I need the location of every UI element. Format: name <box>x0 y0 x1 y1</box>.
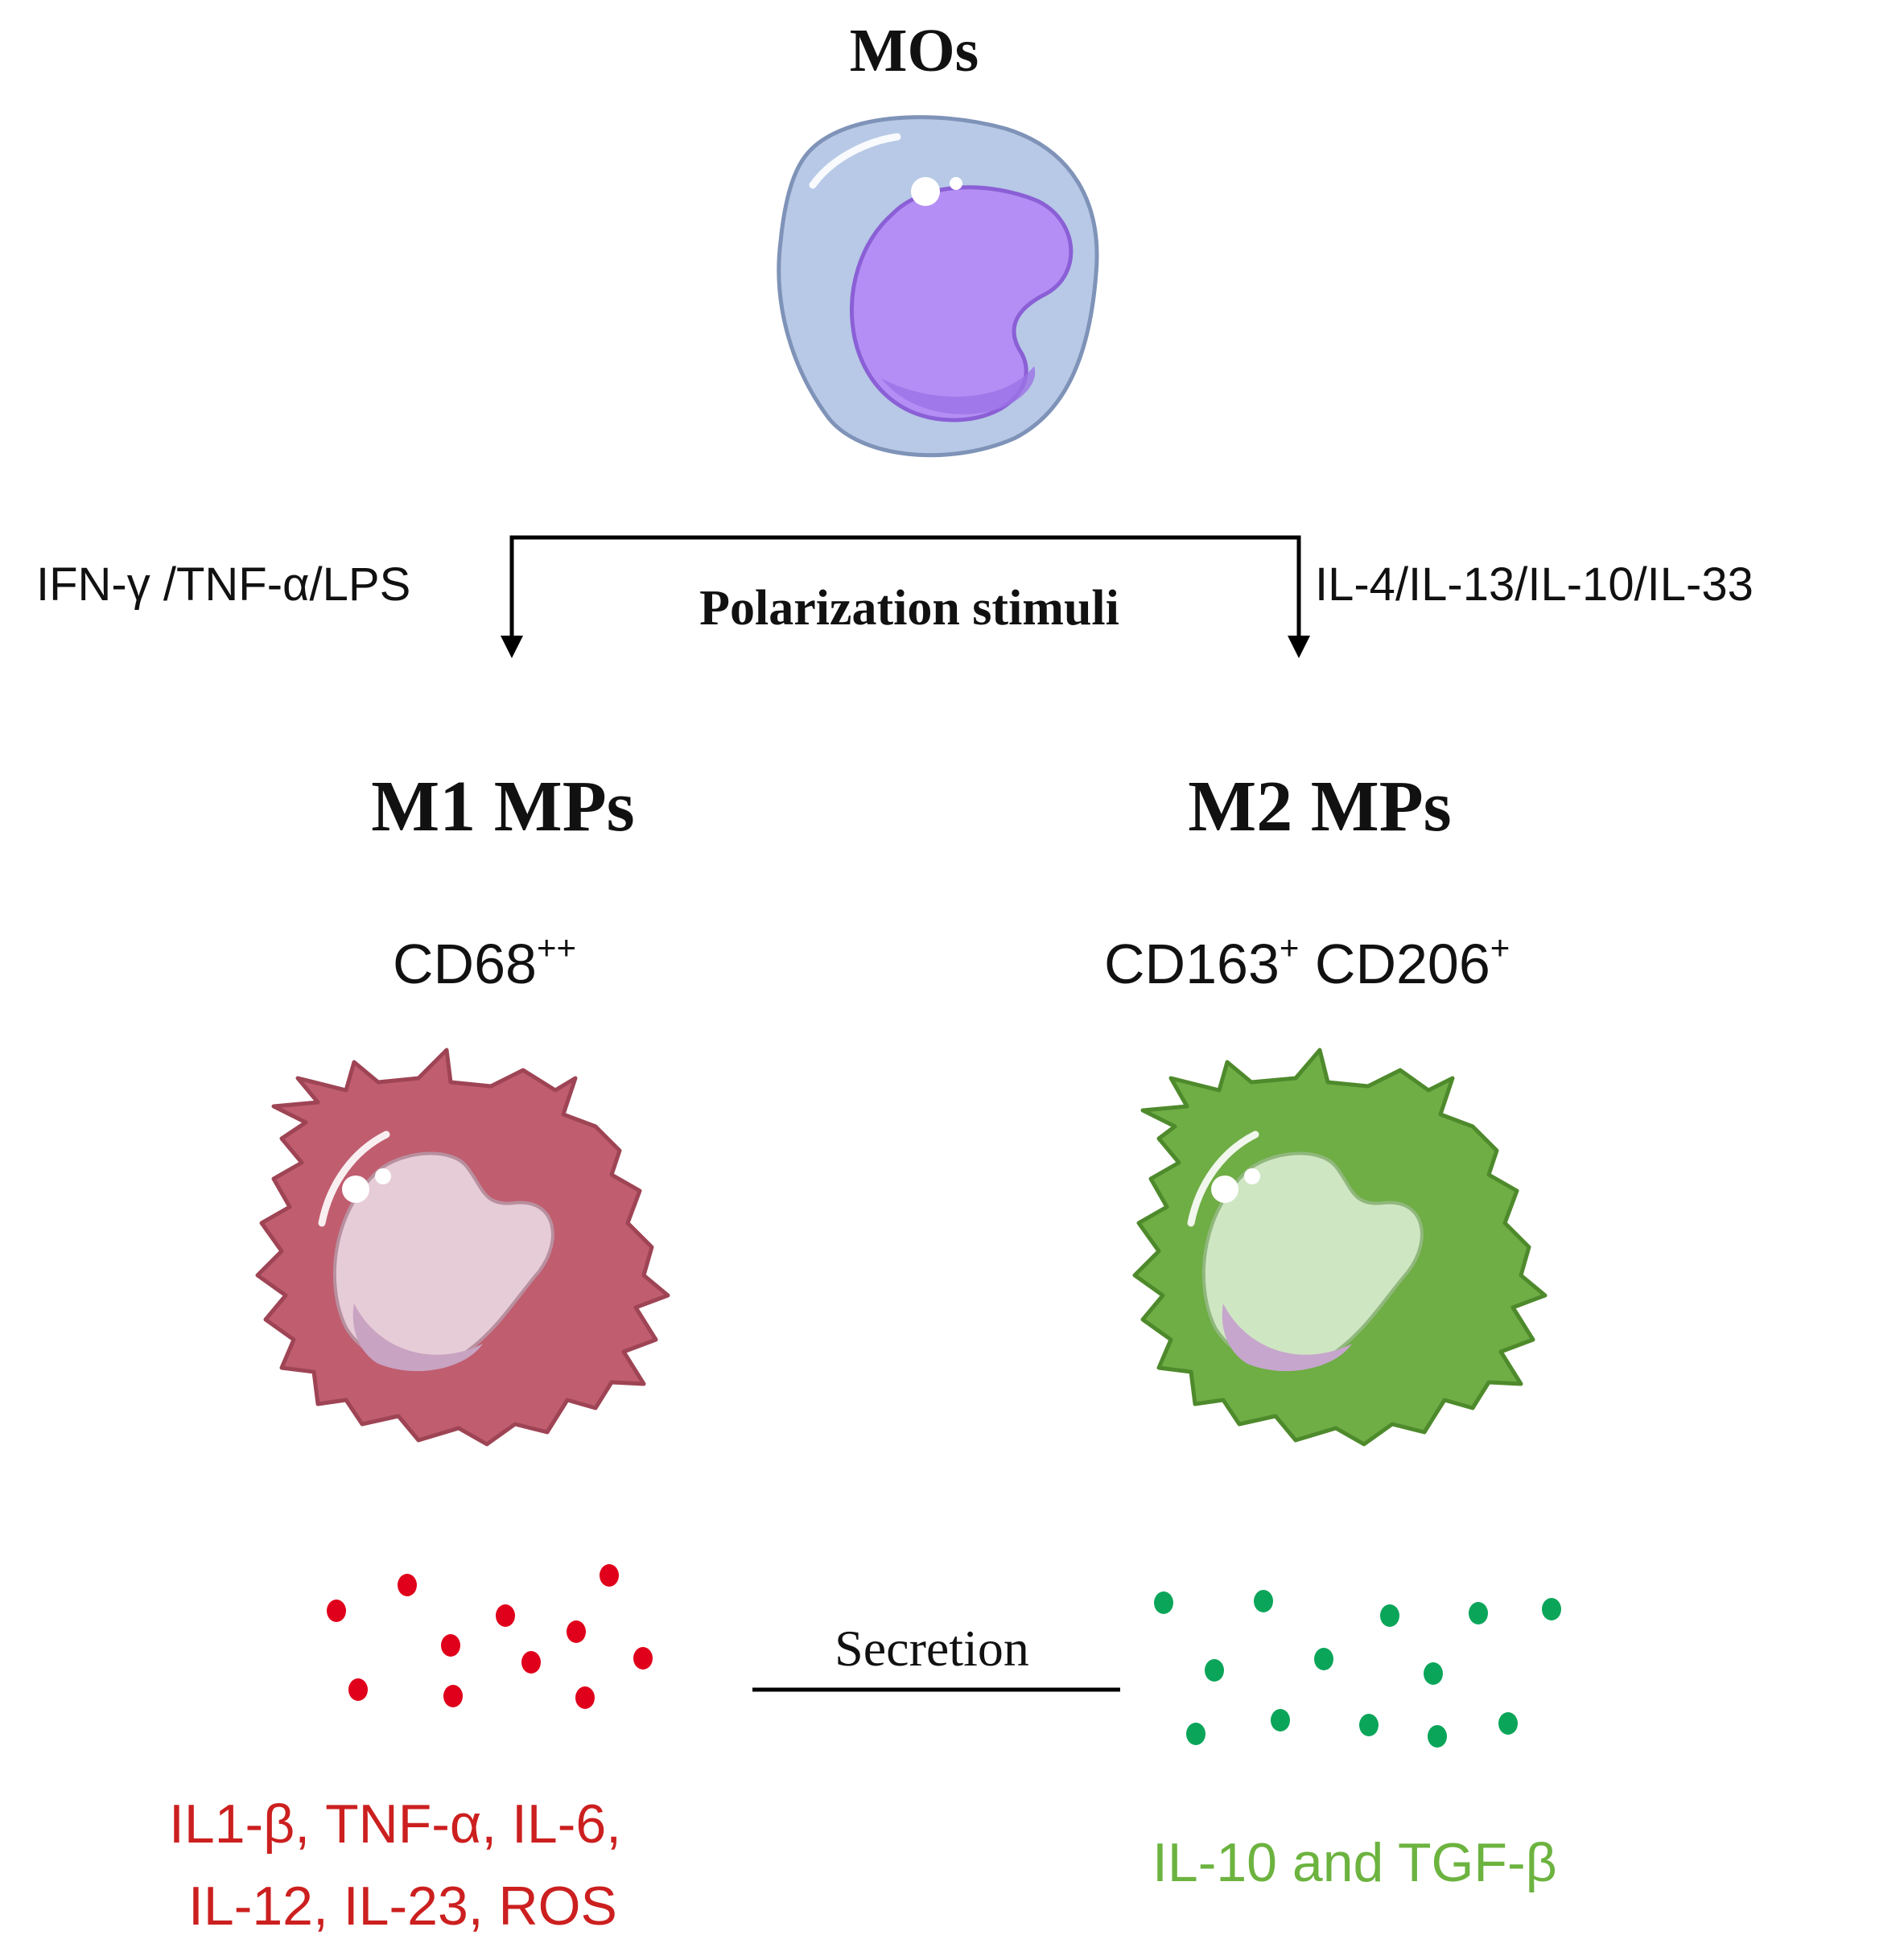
m2-dot <box>1205 1659 1224 1682</box>
m1-nucleus <box>332 1151 554 1367</box>
m2-dot <box>1469 1602 1488 1624</box>
m2-dot <box>1380 1604 1399 1627</box>
m2-dot <box>1271 1709 1290 1731</box>
m1-dot <box>327 1600 346 1622</box>
monocyte-highlight <box>809 133 901 189</box>
m1-marker-base: CD68 <box>393 933 537 995</box>
monocyte-sheen-small <box>950 177 962 190</box>
m1-title: M1 MPs <box>371 767 634 846</box>
m2-marker1-base: CD163 <box>1104 933 1280 995</box>
m1-dot <box>496 1604 515 1627</box>
m2-marker1-sup: + <box>1280 929 1300 966</box>
m2-cytokines: IL-10 and TGF-β <box>1152 1832 1557 1893</box>
bracket-line <box>509 535 1301 645</box>
m1-dot <box>398 1574 417 1596</box>
m2-dot <box>1428 1725 1447 1748</box>
m2-dot <box>1314 1648 1333 1670</box>
polarization-bracket <box>509 535 1301 645</box>
m2-nucleus-shade <box>1222 1303 1352 1372</box>
m1-dot <box>441 1634 460 1657</box>
m2-title: M2 MPs <box>1188 767 1451 846</box>
m2-dot <box>1424 1662 1443 1685</box>
m1-dot <box>521 1651 541 1674</box>
m2-marker2-sup: + <box>1490 929 1510 966</box>
m1-marker: CD68++ <box>393 929 576 995</box>
m1-cytokine-dots <box>327 1564 653 1709</box>
m1-sheen-small <box>375 1168 391 1184</box>
m1-dot <box>600 1564 619 1587</box>
m2-sheen-small <box>1244 1168 1260 1184</box>
m1-marker-sup: ++ <box>537 929 576 966</box>
m1-cytokines-line1: IL1-β, TNF-α, IL-6, <box>169 1793 621 1855</box>
monocyte-cell <box>777 115 1099 458</box>
m2-dot <box>1498 1712 1518 1735</box>
left-arrowhead <box>501 636 523 658</box>
monocyte-sheen-large <box>911 177 940 206</box>
m1-dot <box>633 1647 653 1670</box>
right-arrowhead <box>1288 636 1310 658</box>
m2-dot <box>1359 1714 1379 1736</box>
monocyte-nucleus <box>850 185 1074 422</box>
m1-stimuli-label: IFN-γ /TNF-α/LPS <box>36 558 410 611</box>
polarization-stimuli-label: Polarization stimuli <box>699 581 1119 636</box>
m2-cytokine-dots <box>1154 1590 1561 1748</box>
m2-sheen-large <box>1211 1176 1238 1203</box>
m1-dot <box>575 1686 595 1709</box>
m2-stimuli-label: IL-4/IL-13/IL-10/IL-33 <box>1315 558 1754 611</box>
m2-dot <box>1186 1723 1205 1745</box>
mos-title: MOs <box>850 17 979 84</box>
m1-sheen-large <box>342 1176 369 1203</box>
m1-dot <box>348 1678 368 1701</box>
m2-marker: CD163+ CD206+ <box>1104 929 1510 995</box>
m2-dot <box>1254 1590 1273 1612</box>
m2-dot <box>1154 1591 1173 1614</box>
m1-nucleus-shade <box>352 1303 483 1372</box>
m2-dot <box>1542 1598 1561 1620</box>
monocyte-nucleus-shade <box>881 366 1036 414</box>
m1-macrophage-cell <box>255 1048 670 1447</box>
secretion-label: Secretion <box>835 1620 1029 1677</box>
m2-nucleus <box>1201 1151 1424 1367</box>
m2-highlight <box>1187 1130 1259 1227</box>
m2-marker2-base: CD206 <box>1315 933 1490 995</box>
m1-highlight <box>318 1130 390 1227</box>
m2-macrophage-cell <box>1132 1048 1548 1447</box>
m1-dot <box>567 1620 586 1643</box>
m1-dot <box>443 1685 463 1707</box>
m1-cytokines-line2: IL-12, IL-23, ROS <box>188 1876 617 1937</box>
